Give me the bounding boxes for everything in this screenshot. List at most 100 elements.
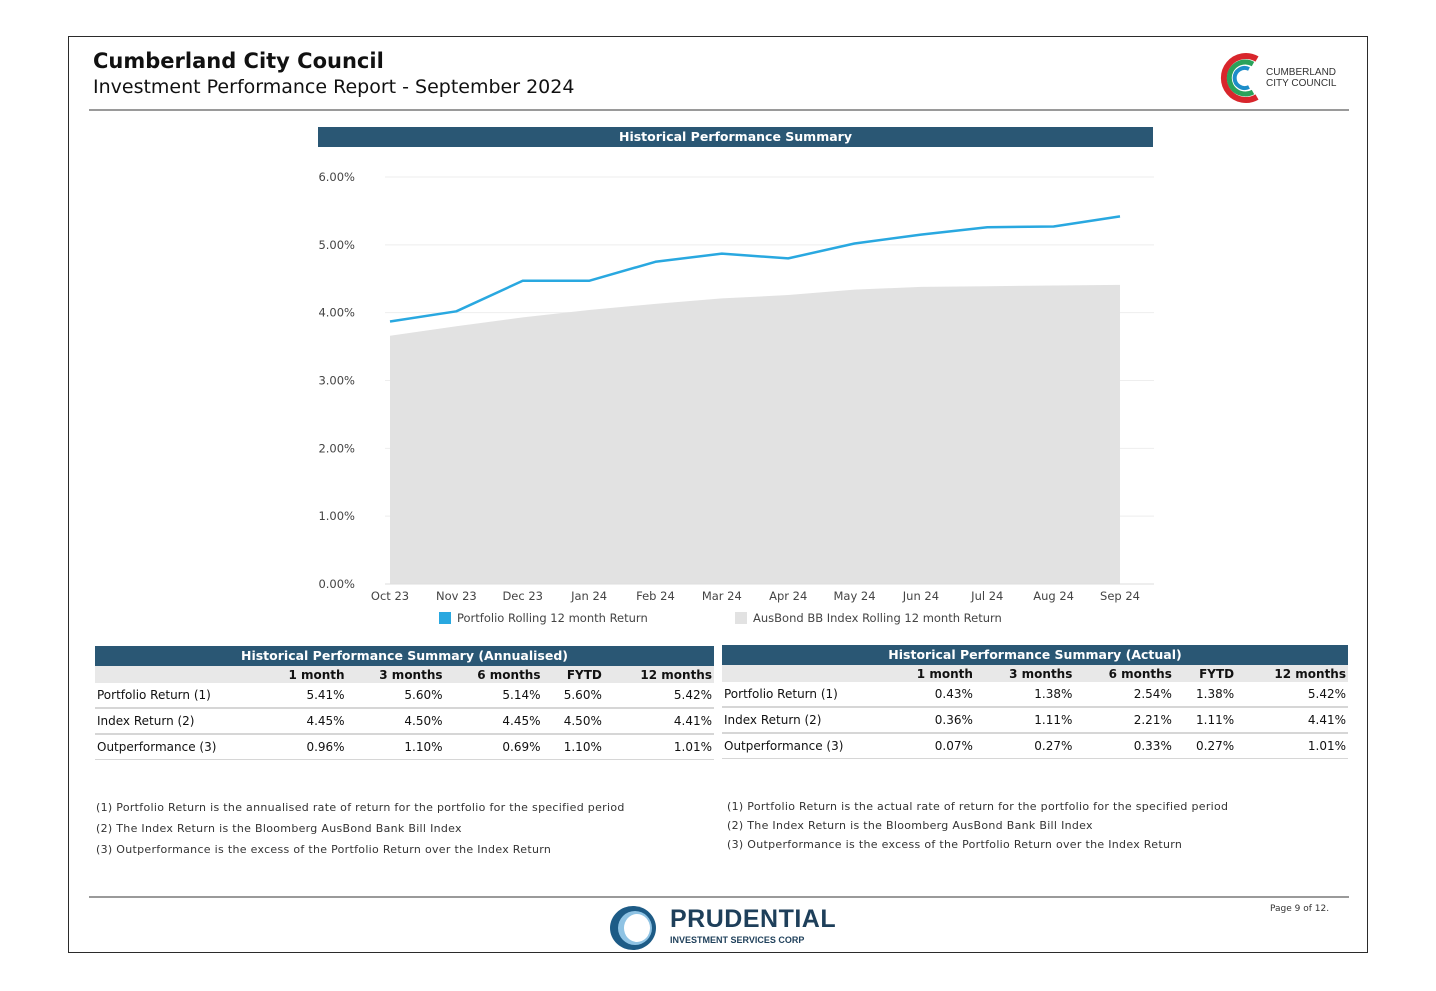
column-header <box>95 666 259 683</box>
cumberland-logo: CUMBERLAND CITY COUNCIL <box>1213 49 1353 109</box>
column-header: 3 months <box>974 665 1075 682</box>
table-cell: 1.10% <box>346 734 445 760</box>
column-header: 12 months <box>1236 665 1348 682</box>
row-label: Outperformance (3) <box>95 734 259 760</box>
table-cell: 5.60% <box>346 683 445 709</box>
prudential-brand: PRUDENTIAL <box>670 905 837 933</box>
table-cell: 4.50% <box>346 708 445 735</box>
column-header: 6 months <box>1074 665 1174 682</box>
legend-item-portfolio: Portfolio Rolling 12 month Return <box>439 607 648 629</box>
x-tick-label: Mar 24 <box>702 589 742 603</box>
actual-table-grid: 1 month 3 months 6 months FYTD 12 months… <box>722 665 1348 759</box>
x-tick-label: Dec 23 <box>502 589 543 603</box>
column-header: 6 months <box>444 666 543 683</box>
row-label: Outperformance (3) <box>722 733 886 759</box>
annualised-table-grid: 1 month 3 months 6 months FYTD 12 months… <box>95 666 714 760</box>
x-tick-label: Jan 24 <box>570 589 607 603</box>
annualised-table-title: Historical Performance Summary (Annualis… <box>95 646 714 666</box>
table-cell: 4.50% <box>542 708 604 735</box>
table-cell: 0.36% <box>886 707 975 734</box>
table-cell: 0.07% <box>886 733 975 759</box>
table-header-row: 1 month 3 months 6 months FYTD 12 months <box>722 665 1348 682</box>
performance-chart: 0.00% 1.00% 2.00% 3.00% 4.00% 5.00% 6.00% Oct 2… <box>318 170 1154 603</box>
y-tick-label: 1.00% <box>318 509 355 523</box>
column-header <box>722 665 886 682</box>
table-row: Index Return (2) 4.45% 4.50% 4.45% 4.50%… <box>95 708 714 735</box>
table-cell: 1.10% <box>542 734 604 760</box>
table-cell: 5.60% <box>542 683 604 709</box>
column-header: 1 month <box>886 665 975 682</box>
footnote: (3) Outperformance is the excess of the … <box>96 843 552 856</box>
table-cell: 4.45% <box>444 708 543 735</box>
cumberland-logo-icon <box>1220 53 1259 103</box>
prudential-ring-icon <box>610 906 656 950</box>
x-tick-label: Apr 24 <box>769 589 807 603</box>
table-cell: 0.33% <box>1074 733 1174 759</box>
x-tick-label: Feb 24 <box>636 589 675 603</box>
table-cell: 5.42% <box>1236 682 1348 708</box>
prudential-logo: PRUDENTIAL INVESTMENT SERVICES CORP <box>607 903 836 953</box>
notes-actual: (1) Portfolio Return is the actual rate … <box>727 800 1228 857</box>
y-tick-label: 0.00% <box>318 577 355 591</box>
table-cell: 1.11% <box>1173 707 1237 734</box>
actual-table: Historical Performance Summary (Actual) … <box>722 645 1348 759</box>
x-tick-label: Jul 24 <box>970 589 1003 603</box>
table-header-row: 1 month 3 months 6 months FYTD 12 months <box>95 666 714 683</box>
table-cell: 0.27% <box>974 733 1075 759</box>
footnote: (3) Outperformance is the excess of the … <box>727 838 1183 851</box>
report-page: Cumberland City Council Investment Perfo… <box>68 36 1368 953</box>
row-label: Index Return (2) <box>95 708 259 735</box>
x-tick-label: Aug 24 <box>1033 589 1074 603</box>
chart-section-title: Historical Performance Summary <box>318 127 1153 147</box>
table-cell: 0.69% <box>444 734 543 760</box>
y-tick-label: 3.00% <box>318 374 355 388</box>
table-cell: 5.42% <box>603 683 714 709</box>
actual-table-title: Historical Performance Summary (Actual) <box>722 645 1348 665</box>
table-row: Portfolio Return (1) 0.43% 1.38% 2.54% 1… <box>722 682 1348 708</box>
x-tick-label: Sep 24 <box>1100 589 1140 603</box>
table-cell: 2.21% <box>1074 707 1174 734</box>
table-cell: 1.38% <box>1173 682 1237 708</box>
x-tick-label: Nov 23 <box>436 589 477 603</box>
row-label: Portfolio Return (1) <box>722 682 886 708</box>
legend-label-index: AusBond BB Index Rolling 12 month Return <box>753 611 1002 625</box>
legend-swatch-portfolio <box>439 612 451 624</box>
x-tick-label: May 24 <box>834 589 876 603</box>
footer-divider <box>89 896 1349 898</box>
column-header: 3 months <box>346 666 445 683</box>
cumberland-logo-text: CUMBERLAND CITY COUNCIL <box>1266 67 1337 89</box>
y-tick-label: 2.00% <box>318 441 355 455</box>
table-row: Outperformance (3) 0.96% 1.10% 0.69% 1.1… <box>95 734 714 760</box>
table-cell: 0.43% <box>886 682 975 708</box>
y-tick-label: 4.00% <box>318 306 355 320</box>
x-tick-label: Oct 23 <box>371 589 409 603</box>
y-tick-label: 5.00% <box>318 238 355 252</box>
table-cell: 4.41% <box>603 708 714 735</box>
table-row: Portfolio Return (1) 5.41% 5.60% 5.14% 5… <box>95 683 714 709</box>
footnote: (2) The Index Return is the Bloomberg Au… <box>727 819 1093 832</box>
column-header: FYTD <box>1173 665 1237 682</box>
row-label: Portfolio Return (1) <box>95 683 259 709</box>
table-cell: 1.11% <box>974 707 1075 734</box>
prudential-subtitle: INVESTMENT SERVICES CORP <box>670 935 805 945</box>
y-tick-label: 6.00% <box>318 170 355 184</box>
table-cell: 5.14% <box>444 683 543 709</box>
row-label: Index Return (2) <box>722 707 886 734</box>
footnote: (2) The Index Return is the Bloomberg Au… <box>96 822 462 835</box>
legend-label-portfolio: Portfolio Rolling 12 month Return <box>457 611 648 625</box>
page-number: Page 9 of 12. <box>1270 904 1330 914</box>
portfolio-line-series <box>389 215 1121 323</box>
table-cell: 1.01% <box>1236 733 1348 759</box>
footnote: (1) Portfolio Return is the annualised r… <box>96 801 625 814</box>
x-tick-label: Jun 24 <box>902 589 939 603</box>
table-cell: 4.45% <box>259 708 347 735</box>
table-cell: 4.41% <box>1236 707 1348 734</box>
index-area-series <box>390 284 1120 584</box>
report-title: Investment Performance Report - Septembe… <box>93 76 575 98</box>
table-cell: 5.41% <box>259 683 347 709</box>
column-header: 12 months <box>603 666 714 683</box>
org-title: Cumberland City Council <box>93 49 384 73</box>
table-cell: 1.38% <box>974 682 1075 708</box>
table-row: Index Return (2) 0.36% 1.11% 2.21% 1.11%… <box>722 707 1348 734</box>
column-header: FYTD <box>542 666 604 683</box>
